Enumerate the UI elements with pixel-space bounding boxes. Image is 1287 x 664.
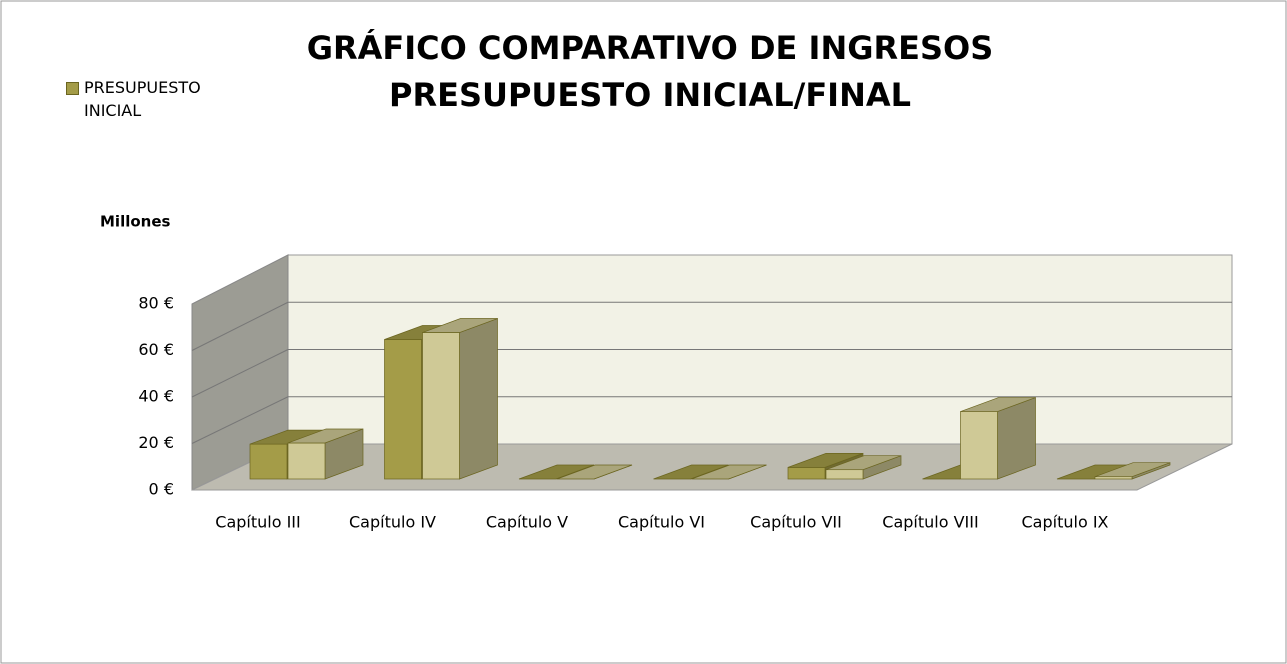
chart-title: PRESUPUESTO INICIAL/FINAL — [389, 76, 911, 114]
bar — [825, 469, 864, 480]
y-axis-label: Millones — [100, 213, 171, 231]
bar-top — [1094, 462, 1171, 478]
bar — [960, 411, 998, 480]
x-tick-label: Capítulo VIII — [882, 513, 978, 532]
bar-side — [459, 318, 498, 480]
bar-top — [287, 428, 364, 444]
bar — [787, 467, 826, 480]
x-tick-label: Capítulo IX — [1022, 513, 1109, 532]
grid-line — [191, 301, 289, 351]
bar-top — [787, 453, 864, 468]
bar-top — [422, 318, 498, 333]
legend-label: PRESUPUESTO INICIAL — [84, 78, 201, 120]
bar-top — [960, 397, 1036, 412]
y-tick-label: 40 € — [138, 387, 174, 406]
x-tick-label: Capítulo VI — [618, 513, 705, 532]
legend-swatch — [66, 82, 79, 95]
x-tick-label: Capítulo V — [486, 513, 568, 532]
x-tick-label: Capítulo IV — [349, 513, 436, 532]
bar — [287, 442, 326, 480]
x-tick-label: Capítulo III — [215, 513, 300, 532]
chart-title: GRÁFICO COMPARATIVO DE INGRESOS — [307, 29, 994, 67]
y-tick-label: 0 € — [149, 480, 174, 499]
bar — [249, 443, 288, 480]
y-tick-label: 20 € — [138, 433, 174, 452]
grid-line — [191, 396, 289, 444]
bar-top — [825, 455, 902, 471]
bar-top — [556, 464, 633, 480]
grid-line — [191, 349, 289, 398]
x-tick-label: Capítulo VII — [750, 513, 842, 532]
legend: PRESUPUESTO INICIAL — [66, 76, 216, 122]
y-tick-label: 60 € — [138, 340, 174, 359]
y-tick-label: 80 € — [138, 294, 174, 313]
bar — [422, 332, 460, 480]
bar-top — [691, 464, 767, 480]
bar — [384, 339, 422, 480]
